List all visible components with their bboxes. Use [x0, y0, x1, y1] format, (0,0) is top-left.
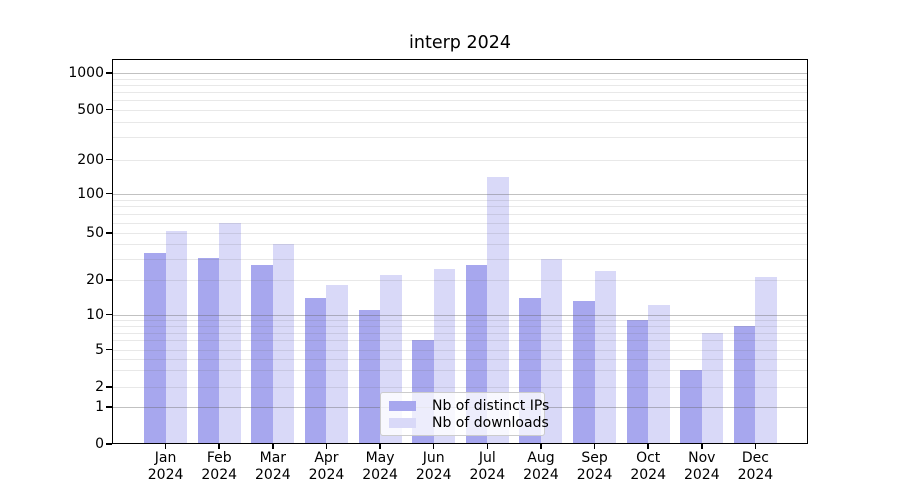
x-tick-year-may: 2024 [362, 466, 398, 483]
y-tick-0 [106, 443, 112, 445]
x-tick-aug [540, 444, 542, 449]
x-tick-label-feb: Feb 2024 [179, 450, 259, 483]
x-tick-year-nov: 2024 [683, 466, 720, 483]
bar-oct-downloads [648, 305, 670, 444]
bar-jan-downloads [165, 230, 188, 444]
bar-feb-downloads [219, 222, 241, 444]
bar-dec-downloads [755, 277, 777, 444]
x-tick-label-may: May 2024 [340, 450, 420, 483]
x-tick-year-jun: 2024 [415, 466, 452, 483]
bar-nov-distinct-ips [680, 370, 702, 444]
y-tick-label-0: 0 [95, 436, 104, 452]
x-tick-year-apr: 2024 [308, 466, 345, 483]
x-tick-nov [701, 444, 703, 449]
x-tick-label-dec: Dec 2024 [715, 450, 795, 483]
legend-label-distinct-ips: Nb of distinct IPs [432, 397, 550, 414]
x-tick-label-sep: Sep 2024 [555, 450, 635, 483]
x-tick-year-mar: 2024 [255, 466, 291, 483]
y-tick-label-100: 100 [77, 185, 104, 202]
y-tick-label-1: 1 [95, 399, 104, 415]
x-tick-jul [486, 444, 489, 449]
bar-apr-distinct-ips [304, 297, 327, 444]
x-tick-label-apr: Apr 2024 [286, 450, 366, 483]
y-tick-500 [106, 108, 112, 111]
x-tick-oct [647, 444, 649, 449]
bar-mar-downloads [272, 244, 295, 444]
x-tick-label-mar: Mar 2024 [233, 450, 313, 483]
x-tick-dec [754, 444, 757, 449]
y-tick-1 [106, 406, 112, 408]
x-tick-jan [164, 444, 167, 449]
x-tick-year-jan: 2024 [147, 466, 184, 483]
bar-may-distinct-ips [358, 309, 381, 444]
x-tick-year-jul: 2024 [469, 466, 506, 483]
x-tick-sep [593, 444, 596, 449]
bar-mar-distinct-ips [251, 264, 273, 444]
y-tick-label-5: 5 [95, 341, 104, 358]
y-tick-label-500: 500 [77, 101, 104, 118]
y-tick-2 [106, 386, 112, 388]
legend-entry-downloads: Nb of downloads [389, 415, 549, 431]
y-tick-label-2: 2 [95, 379, 104, 395]
y-tick-label-200: 200 [77, 151, 104, 168]
y-tick-5 [106, 348, 112, 351]
bar-aug-downloads [540, 259, 563, 444]
y-tick-50 [106, 232, 112, 234]
y-tick-1000 [106, 72, 112, 74]
legend-swatch-downloads [389, 417, 416, 428]
x-tick-label-aug: Aug 2024 [501, 450, 581, 483]
bar-jan-distinct-ips [144, 252, 166, 444]
bar-feb-distinct-ips [197, 257, 220, 444]
x-tick-mar [272, 444, 274, 449]
bar-sep-distinct-ips [573, 301, 595, 444]
y-tick-100 [106, 192, 112, 195]
x-tick-year-oct: 2024 [630, 466, 666, 483]
x-tick-label-jun: Jun 2024 [394, 450, 474, 483]
x-tick-apr [325, 444, 328, 449]
bar-dec-distinct-ips [733, 325, 756, 444]
legend-entry-distinct-ips: Nb of distinct IPs [389, 398, 549, 414]
y-tick-label-50: 50 [86, 225, 104, 241]
legend-label-downloads: Nb of downloads [432, 414, 549, 431]
x-tick-year-dec: 2024 [737, 466, 774, 483]
x-tick-jun [432, 444, 435, 449]
bars-layer [112, 59, 808, 444]
x-tick-label-nov: Nov 2024 [662, 450, 742, 483]
x-tick-may [379, 444, 381, 449]
x-tick-year-feb: 2024 [201, 466, 238, 483]
y-tick-200 [106, 158, 112, 161]
x-tick-year-aug: 2024 [523, 466, 559, 483]
x-tick-year-sep: 2024 [576, 466, 613, 483]
plot-area [112, 59, 808, 444]
x-tick-label-jan: Jan 2024 [126, 450, 206, 483]
y-tick-10 [106, 313, 112, 316]
bar-jul-downloads [487, 176, 509, 444]
y-tick-label-10: 10 [86, 306, 104, 323]
bar-oct-distinct-ips [626, 319, 649, 444]
legend: Nb of distinct IPs Nb of downloads [380, 392, 549, 436]
x-tick-label-oct: Oct 2024 [608, 450, 688, 483]
chart-title: interp 2024 [409, 33, 511, 53]
y-tick-label-20: 20 [86, 272, 104, 288]
bar-nov-downloads [701, 332, 724, 444]
bar-apr-downloads [326, 285, 348, 444]
y-tick-label-1000: 1000 [68, 65, 104, 81]
x-tick-label-jul: Jul 2024 [447, 450, 527, 483]
y-tick-20 [106, 279, 112, 281]
legend-swatch-distinct-ips [389, 400, 416, 411]
x-tick-feb [218, 444, 220, 449]
bar-sep-downloads [594, 270, 617, 444]
